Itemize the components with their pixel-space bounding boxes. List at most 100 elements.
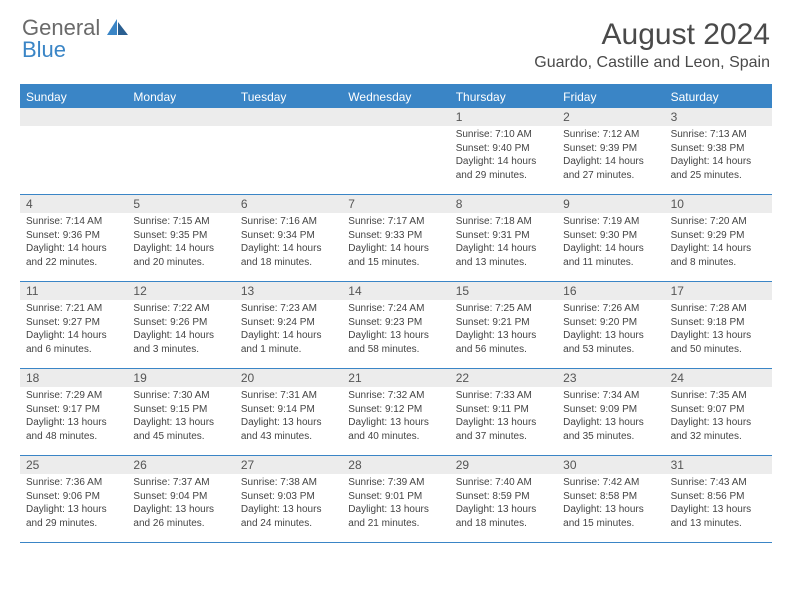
sunset-line: Sunset: 8:56 PM: [671, 490, 766, 504]
sunset-line: Sunset: 8:59 PM: [456, 490, 551, 504]
day-number: 26: [127, 456, 234, 474]
daylight-line: Daylight: 14 hours and 20 minutes.: [133, 242, 228, 269]
day-details: Sunrise: 7:17 AMSunset: 9:33 PMDaylight:…: [342, 213, 449, 273]
sunset-line: Sunset: 9:07 PM: [671, 403, 766, 417]
sunrise-line: Sunrise: 7:10 AM: [456, 128, 551, 142]
day-details: Sunrise: 7:22 AMSunset: 9:26 PMDaylight:…: [127, 300, 234, 360]
sunset-line: Sunset: 9:11 PM: [456, 403, 551, 417]
sunrise-line: Sunrise: 7:13 AM: [671, 128, 766, 142]
sunset-line: Sunset: 9:34 PM: [241, 229, 336, 243]
sunset-line: Sunset: 9:04 PM: [133, 490, 228, 504]
sunrise-line: Sunrise: 7:18 AM: [456, 215, 551, 229]
sunrise-line: Sunrise: 7:36 AM: [26, 476, 121, 490]
title-block: August 2024 Guardo, Castille and Leon, S…: [534, 18, 770, 72]
daylight-line: Daylight: 14 hours and 6 minutes.: [26, 329, 121, 356]
daylight-line: Daylight: 14 hours and 18 minutes.: [241, 242, 336, 269]
sunrise-line: Sunrise: 7:26 AM: [563, 302, 658, 316]
day-cell: [20, 108, 127, 194]
daylight-line: Daylight: 13 hours and 53 minutes.: [563, 329, 658, 356]
day-cell: 31Sunrise: 7:43 AMSunset: 8:56 PMDayligh…: [665, 456, 772, 542]
location: Guardo, Castille and Leon, Spain: [534, 54, 770, 72]
day-number: 19: [127, 369, 234, 387]
day-details: Sunrise: 7:13 AMSunset: 9:38 PMDaylight:…: [665, 126, 772, 186]
day-number: 27: [235, 456, 342, 474]
day-number: 23: [557, 369, 664, 387]
daylight-line: Daylight: 13 hours and 18 minutes.: [456, 503, 551, 530]
day-number: 15: [450, 282, 557, 300]
daylight-line: Daylight: 13 hours and 24 minutes.: [241, 503, 336, 530]
sunset-line: Sunset: 9:26 PM: [133, 316, 228, 330]
sunset-line: Sunset: 9:06 PM: [26, 490, 121, 504]
sunset-line: Sunset: 9:29 PM: [671, 229, 766, 243]
day-cell: 27Sunrise: 7:38 AMSunset: 9:03 PMDayligh…: [235, 456, 342, 542]
day-number: 11: [20, 282, 127, 300]
sunrise-line: Sunrise: 7:31 AM: [241, 389, 336, 403]
daylight-line: Daylight: 14 hours and 29 minutes.: [456, 155, 551, 182]
sunrise-line: Sunrise: 7:20 AM: [671, 215, 766, 229]
sunset-line: Sunset: 9:15 PM: [133, 403, 228, 417]
sunrise-line: Sunrise: 7:42 AM: [563, 476, 658, 490]
day-details: Sunrise: 7:10 AMSunset: 9:40 PMDaylight:…: [450, 126, 557, 186]
day-cell: 22Sunrise: 7:33 AMSunset: 9:11 PMDayligh…: [450, 369, 557, 455]
sunset-line: Sunset: 9:39 PM: [563, 142, 658, 156]
day-cell: 11Sunrise: 7:21 AMSunset: 9:27 PMDayligh…: [20, 282, 127, 368]
sunrise-line: Sunrise: 7:30 AM: [133, 389, 228, 403]
sunset-line: Sunset: 9:33 PM: [348, 229, 443, 243]
daylight-line: Daylight: 14 hours and 3 minutes.: [133, 329, 228, 356]
weekday-header: Saturday: [665, 86, 772, 108]
day-details: Sunrise: 7:24 AMSunset: 9:23 PMDaylight:…: [342, 300, 449, 360]
sunrise-line: Sunrise: 7:19 AM: [563, 215, 658, 229]
day-cell: 15Sunrise: 7:25 AMSunset: 9:21 PMDayligh…: [450, 282, 557, 368]
day-number: 3: [665, 108, 772, 126]
daylight-line: Daylight: 14 hours and 8 minutes.: [671, 242, 766, 269]
day-cell: 6Sunrise: 7:16 AMSunset: 9:34 PMDaylight…: [235, 195, 342, 281]
sunrise-line: Sunrise: 7:34 AM: [563, 389, 658, 403]
sunrise-line: Sunrise: 7:15 AM: [133, 215, 228, 229]
day-number: 18: [20, 369, 127, 387]
calendar-week-row: 11Sunrise: 7:21 AMSunset: 9:27 PMDayligh…: [20, 282, 772, 369]
weekday-header: Friday: [557, 86, 664, 108]
sunset-line: Sunset: 9:17 PM: [26, 403, 121, 417]
day-details: Sunrise: 7:16 AMSunset: 9:34 PMDaylight:…: [235, 213, 342, 273]
sunset-line: Sunset: 9:14 PM: [241, 403, 336, 417]
calendar: SundayMondayTuesdayWednesdayThursdayFrid…: [20, 84, 772, 543]
day-details: Sunrise: 7:30 AMSunset: 9:15 PMDaylight:…: [127, 387, 234, 447]
logo-text-blue: Blue: [22, 37, 66, 62]
sunset-line: Sunset: 9:01 PM: [348, 490, 443, 504]
sunrise-line: Sunrise: 7:37 AM: [133, 476, 228, 490]
daylight-line: Daylight: 13 hours and 13 minutes.: [671, 503, 766, 530]
day-cell: [235, 108, 342, 194]
sunrise-line: Sunrise: 7:28 AM: [671, 302, 766, 316]
day-details: Sunrise: 7:14 AMSunset: 9:36 PMDaylight:…: [20, 213, 127, 273]
day-cell: 24Sunrise: 7:35 AMSunset: 9:07 PMDayligh…: [665, 369, 772, 455]
day-cell: 17Sunrise: 7:28 AMSunset: 9:18 PMDayligh…: [665, 282, 772, 368]
weekday-header: Thursday: [450, 86, 557, 108]
daylight-line: Daylight: 13 hours and 50 minutes.: [671, 329, 766, 356]
day-cell: 21Sunrise: 7:32 AMSunset: 9:12 PMDayligh…: [342, 369, 449, 455]
sunrise-line: Sunrise: 7:22 AM: [133, 302, 228, 316]
day-number: 22: [450, 369, 557, 387]
sunset-line: Sunset: 9:12 PM: [348, 403, 443, 417]
calendar-week-row: 4Sunrise: 7:14 AMSunset: 9:36 PMDaylight…: [20, 195, 772, 282]
day-cell: 5Sunrise: 7:15 AMSunset: 9:35 PMDaylight…: [127, 195, 234, 281]
day-number: 1: [450, 108, 557, 126]
day-cell: 20Sunrise: 7:31 AMSunset: 9:14 PMDayligh…: [235, 369, 342, 455]
empty-day-header: [235, 108, 342, 126]
sunset-line: Sunset: 9:20 PM: [563, 316, 658, 330]
day-number: 10: [665, 195, 772, 213]
daylight-line: Daylight: 13 hours and 35 minutes.: [563, 416, 658, 443]
day-cell: 13Sunrise: 7:23 AMSunset: 9:24 PMDayligh…: [235, 282, 342, 368]
day-cell: [342, 108, 449, 194]
sunset-line: Sunset: 8:58 PM: [563, 490, 658, 504]
day-cell: 9Sunrise: 7:19 AMSunset: 9:30 PMDaylight…: [557, 195, 664, 281]
day-details: Sunrise: 7:28 AMSunset: 9:18 PMDaylight:…: [665, 300, 772, 360]
day-details: Sunrise: 7:12 AMSunset: 9:39 PMDaylight:…: [557, 126, 664, 186]
daylight-line: Daylight: 14 hours and 22 minutes.: [26, 242, 121, 269]
sunset-line: Sunset: 9:03 PM: [241, 490, 336, 504]
calendar-week-row: 1Sunrise: 7:10 AMSunset: 9:40 PMDaylight…: [20, 108, 772, 195]
day-number: 2: [557, 108, 664, 126]
daylight-line: Daylight: 13 hours and 26 minutes.: [133, 503, 228, 530]
daylight-line: Daylight: 13 hours and 21 minutes.: [348, 503, 443, 530]
empty-day-header: [20, 108, 127, 126]
day-cell: [127, 108, 234, 194]
